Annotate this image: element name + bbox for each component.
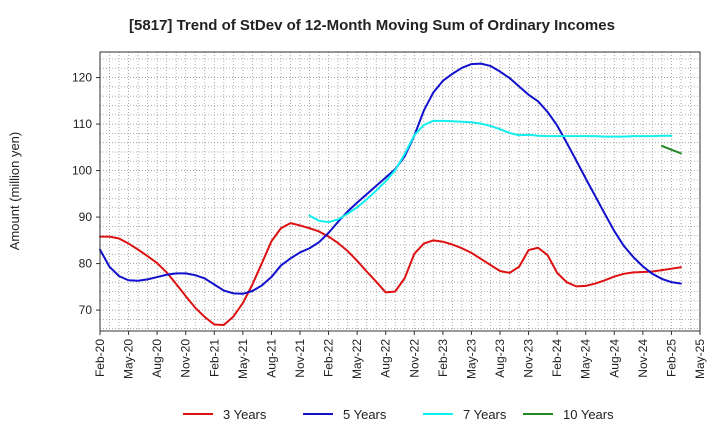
x-tick-label: May-25: [693, 339, 707, 379]
x-axis-ticks: Feb-20 May-20 Aug-20 Nov-20 Feb-21 May-21 Aug-…: [93, 331, 707, 379]
x-tick-label: Nov-20: [179, 339, 193, 378]
y-tick-label: 100: [72, 164, 92, 178]
x-tick-label: Aug-21: [264, 339, 278, 378]
series-lines: [99, 62, 682, 326]
x-tick-label: Aug-20: [150, 339, 164, 378]
x-tick-label: Nov-24: [636, 339, 650, 378]
x-tick-label: May-21: [236, 339, 250, 379]
chart-title: [5817] Trend of StDev of 12-Month Moving…: [129, 17, 615, 34]
x-tick-label: May-20: [122, 339, 136, 379]
legend-label: 7 Years: [463, 407, 507, 422]
legend-label: 5 Years: [343, 407, 387, 422]
x-tick-label: Nov-22: [407, 339, 421, 378]
y-axis-label: Amount (million yen): [7, 132, 22, 251]
x-tick-label: Feb-21: [207, 339, 221, 377]
x-tick-label: Nov-23: [522, 339, 536, 378]
x-tick-label: Feb-20: [93, 339, 107, 377]
plot-frame: [99, 51, 701, 332]
series-line-3-years: [99, 222, 682, 326]
legend-label: 10 Years: [563, 407, 614, 422]
legend: 3 Years 5 Years 7 Years 10 Years: [183, 407, 614, 422]
y-tick-label: 70: [79, 303, 93, 317]
x-tick-label: Aug-24: [607, 339, 621, 378]
x-tick-label: Nov-21: [293, 339, 307, 378]
x-tick-label: May-23: [464, 339, 478, 379]
series-line-10-years: [660, 144, 682, 155]
y-axis-ticks: 70 80 90 100 110 120: [72, 71, 100, 317]
y-tick-label: 120: [72, 71, 92, 85]
series-line-5-years: [99, 62, 682, 295]
y-tick-label: 90: [79, 210, 93, 224]
x-tick-label: Feb-23: [436, 339, 450, 377]
y-tick-label: 80: [79, 257, 93, 271]
x-tick-label: Feb-24: [550, 339, 564, 377]
series-line-7-years: [308, 119, 673, 224]
y-tick-label: 110: [73, 117, 92, 131]
x-tick-label: Feb-25: [664, 339, 678, 377]
x-tick-label: May-24: [579, 339, 593, 379]
x-tick-label: May-22: [350, 339, 364, 379]
x-tick-label: Aug-23: [493, 339, 507, 378]
x-tick-label: Aug-22: [379, 339, 393, 378]
x-tick-label: Feb-22: [322, 339, 336, 377]
grid: [100, 52, 700, 331]
legend-label: 3 Years: [223, 407, 267, 422]
